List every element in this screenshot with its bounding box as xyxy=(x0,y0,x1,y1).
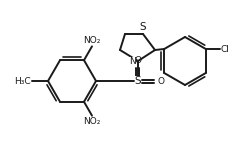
Text: H₃C: H₃C xyxy=(14,77,31,85)
Text: NO₂: NO₂ xyxy=(83,36,100,45)
Text: S: S xyxy=(139,22,146,32)
Text: O: O xyxy=(134,56,141,65)
Text: S: S xyxy=(134,76,141,86)
Text: N: N xyxy=(129,56,136,66)
Text: Cl: Cl xyxy=(220,44,229,53)
Text: NO₂: NO₂ xyxy=(83,117,100,126)
Text: O: O xyxy=(158,77,164,85)
